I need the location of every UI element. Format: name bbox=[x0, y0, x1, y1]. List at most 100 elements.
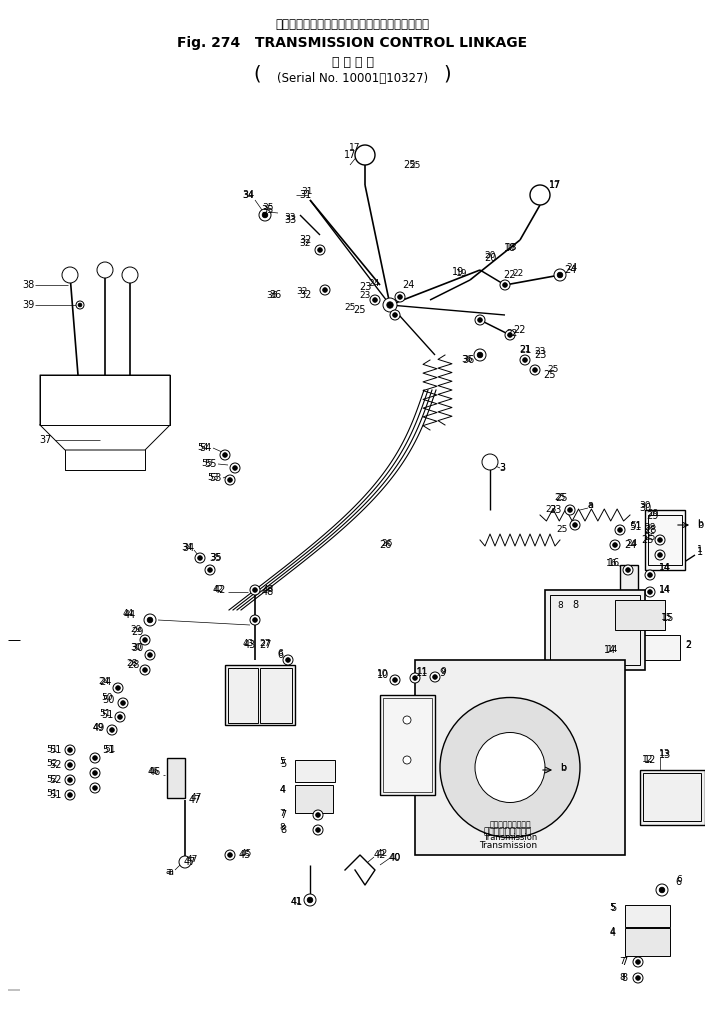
Text: 4: 4 bbox=[610, 928, 616, 938]
Circle shape bbox=[403, 716, 411, 724]
Text: 47: 47 bbox=[190, 793, 202, 802]
Circle shape bbox=[195, 553, 205, 563]
Circle shape bbox=[228, 853, 232, 858]
Text: 19: 19 bbox=[456, 268, 467, 277]
Text: 30: 30 bbox=[131, 643, 143, 653]
Text: 6: 6 bbox=[277, 650, 283, 660]
Text: 46: 46 bbox=[147, 768, 159, 777]
Text: 30: 30 bbox=[639, 500, 651, 510]
Text: 22: 22 bbox=[506, 329, 517, 337]
Bar bbox=[415, 660, 625, 855]
Circle shape bbox=[223, 453, 227, 457]
Text: 32: 32 bbox=[300, 238, 311, 247]
Circle shape bbox=[623, 565, 633, 575]
Text: 23: 23 bbox=[545, 506, 557, 515]
Text: 20: 20 bbox=[484, 253, 496, 263]
Circle shape bbox=[65, 745, 75, 755]
Text: 28: 28 bbox=[127, 660, 139, 670]
Text: 48: 48 bbox=[262, 585, 274, 594]
Text: 8: 8 bbox=[557, 600, 563, 609]
Text: 26: 26 bbox=[379, 540, 391, 550]
Circle shape bbox=[259, 209, 271, 221]
Circle shape bbox=[313, 825, 323, 835]
Text: 2: 2 bbox=[685, 641, 691, 650]
Circle shape bbox=[433, 675, 437, 679]
Bar bbox=[545, 590, 645, 670]
Circle shape bbox=[307, 897, 313, 903]
Circle shape bbox=[115, 712, 125, 722]
Text: 17: 17 bbox=[344, 150, 356, 160]
Circle shape bbox=[478, 318, 482, 322]
Text: トランスミッション: トランスミッション bbox=[484, 827, 532, 836]
Circle shape bbox=[648, 589, 652, 594]
Text: 17: 17 bbox=[349, 143, 361, 152]
Text: 1: 1 bbox=[697, 546, 703, 555]
Text: 35: 35 bbox=[262, 205, 274, 215]
Bar bbox=[625, 905, 670, 927]
Text: 42: 42 bbox=[212, 585, 223, 594]
Circle shape bbox=[633, 973, 643, 983]
Text: 28: 28 bbox=[126, 659, 137, 668]
Circle shape bbox=[148, 653, 152, 657]
Circle shape bbox=[118, 714, 122, 719]
Circle shape bbox=[393, 313, 397, 317]
Circle shape bbox=[283, 655, 293, 665]
Text: 51: 51 bbox=[629, 522, 641, 532]
Text: 7: 7 bbox=[621, 957, 627, 967]
Text: 6: 6 bbox=[277, 649, 283, 658]
Text: 24: 24 bbox=[99, 676, 109, 685]
Text: 4: 4 bbox=[279, 785, 285, 793]
Circle shape bbox=[520, 355, 530, 365]
Circle shape bbox=[179, 856, 191, 868]
Text: 33: 33 bbox=[284, 214, 296, 223]
Text: 24: 24 bbox=[369, 278, 379, 288]
Text: 36: 36 bbox=[266, 291, 278, 300]
Text: 41: 41 bbox=[290, 897, 302, 905]
Text: 28: 28 bbox=[644, 525, 656, 535]
Text: 15: 15 bbox=[662, 613, 674, 623]
Text: 25: 25 bbox=[556, 493, 568, 503]
Text: 53: 53 bbox=[209, 473, 221, 483]
Bar bbox=[550, 595, 640, 665]
Circle shape bbox=[286, 658, 290, 662]
Text: 51: 51 bbox=[99, 709, 111, 718]
Circle shape bbox=[320, 285, 330, 295]
Text: 11: 11 bbox=[417, 667, 429, 675]
Text: 52: 52 bbox=[47, 760, 58, 769]
Text: 54: 54 bbox=[197, 443, 209, 451]
Text: 7: 7 bbox=[619, 957, 625, 966]
Bar bbox=[380, 695, 435, 795]
Bar bbox=[228, 668, 258, 723]
Text: 23: 23 bbox=[534, 350, 546, 360]
Text: 35: 35 bbox=[262, 204, 274, 213]
Text: 24: 24 bbox=[402, 281, 415, 290]
Text: 29: 29 bbox=[130, 626, 142, 635]
Circle shape bbox=[390, 675, 400, 685]
Circle shape bbox=[142, 668, 147, 672]
Text: 51: 51 bbox=[104, 745, 116, 754]
Text: 12: 12 bbox=[644, 755, 656, 765]
Circle shape bbox=[140, 635, 150, 645]
Text: 21: 21 bbox=[519, 345, 531, 355]
Text: 7: 7 bbox=[280, 810, 286, 820]
Text: 27: 27 bbox=[259, 640, 271, 650]
Text: 17: 17 bbox=[548, 180, 561, 190]
Circle shape bbox=[508, 333, 513, 337]
Circle shape bbox=[554, 269, 566, 281]
Text: 5: 5 bbox=[609, 902, 615, 911]
Text: 48: 48 bbox=[262, 587, 274, 597]
Text: 49: 49 bbox=[92, 723, 104, 733]
Text: 24: 24 bbox=[624, 540, 636, 550]
Text: 21: 21 bbox=[520, 345, 531, 354]
Text: 18: 18 bbox=[504, 243, 516, 253]
Circle shape bbox=[93, 786, 97, 790]
Circle shape bbox=[648, 573, 652, 577]
Text: 19: 19 bbox=[452, 267, 464, 277]
Circle shape bbox=[144, 614, 156, 626]
Text: 29: 29 bbox=[131, 627, 143, 637]
Circle shape bbox=[645, 570, 655, 580]
Text: 30: 30 bbox=[130, 643, 142, 652]
Circle shape bbox=[93, 771, 97, 775]
Text: 9: 9 bbox=[440, 667, 446, 675]
Text: 15: 15 bbox=[661, 613, 673, 623]
